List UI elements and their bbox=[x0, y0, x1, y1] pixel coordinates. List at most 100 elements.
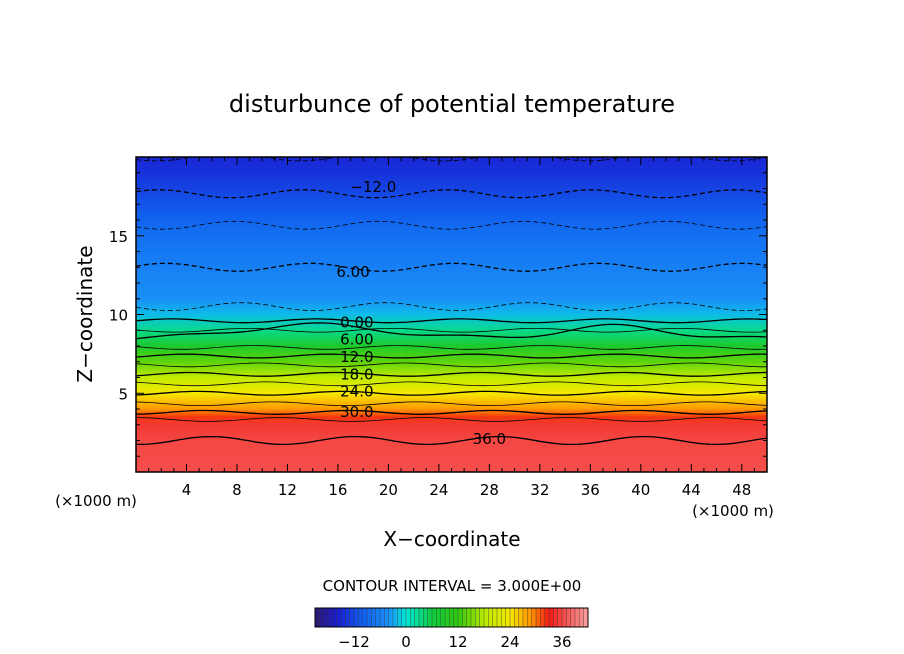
x-axis-ticks: 4 8 12 16 20 24 28 32 36 40 44 48 bbox=[148, 157, 755, 499]
colorbar-cell bbox=[319, 608, 325, 627]
contour-label: 36.0 bbox=[473, 430, 506, 448]
contour-line bbox=[136, 353, 767, 359]
contour-line bbox=[136, 417, 767, 422]
field-fill bbox=[136, 157, 767, 472]
contour-line bbox=[136, 328, 767, 333]
contour-label: 24.0 bbox=[340, 383, 373, 401]
y-axis-label: Z−coordinate bbox=[73, 245, 97, 382]
x-tick-label: 20 bbox=[379, 481, 398, 499]
contour-line bbox=[136, 302, 767, 312]
colorbar-cell bbox=[488, 608, 494, 627]
colorbar-cell bbox=[323, 608, 329, 627]
colorbar-cell bbox=[393, 608, 398, 627]
colorbar-cell bbox=[553, 608, 559, 627]
colorbar-cell bbox=[544, 608, 550, 627]
x-axis-label: X−coordinate bbox=[383, 527, 520, 551]
colorbar-cell bbox=[332, 608, 338, 627]
contour-line bbox=[136, 381, 767, 387]
colorbar-cell bbox=[458, 608, 463, 627]
contour-label: 30.0 bbox=[340, 403, 373, 421]
x-tick-label: 28 bbox=[480, 481, 499, 499]
colorbar-cell bbox=[427, 608, 433, 627]
colorbar-cell bbox=[497, 608, 502, 627]
x-tick-label: 36 bbox=[581, 481, 600, 499]
contour-lines bbox=[136, 157, 767, 446]
colorbar-cell bbox=[397, 608, 403, 627]
contour-line bbox=[136, 435, 767, 446]
x-unit-left: (×1000 m) bbox=[55, 492, 137, 510]
colorbar-cell bbox=[406, 608, 411, 627]
colorbar-cell bbox=[505, 608, 511, 627]
colorbar-cell bbox=[484, 608, 489, 627]
colorbar-cell bbox=[401, 608, 407, 627]
x-tick-label: 48 bbox=[732, 481, 751, 499]
colorbar-cell bbox=[436, 608, 442, 627]
colorbar-cell bbox=[354, 608, 359, 627]
colorbar-cell bbox=[336, 608, 342, 627]
colorbar-cell bbox=[510, 608, 515, 627]
colorbar-cell bbox=[462, 608, 468, 627]
colorbar-cell bbox=[315, 608, 320, 627]
colorbar-cell bbox=[557, 608, 563, 627]
y-tick-label: 5 bbox=[118, 385, 128, 403]
colorbar-cell bbox=[384, 608, 390, 627]
x-tick-label: 8 bbox=[232, 481, 242, 499]
colorbar-cell bbox=[453, 608, 459, 627]
colorbar-cell bbox=[432, 608, 437, 627]
colorbar-cell bbox=[345, 608, 351, 627]
colorbar-cell bbox=[367, 608, 372, 627]
contour-label: 6.00 bbox=[336, 263, 369, 281]
colorbar-cell bbox=[536, 608, 541, 627]
colorbar-tick-label: −12 bbox=[338, 633, 370, 651]
colorbar-cell bbox=[341, 608, 346, 627]
colorbar-cell bbox=[540, 608, 546, 627]
y-axis-ticks: 5 10 15 bbox=[109, 172, 767, 457]
colorbar-cell bbox=[362, 608, 368, 627]
contour-line bbox=[136, 262, 767, 272]
x-unit-right: (×1000 m) bbox=[692, 502, 774, 520]
colorbar-cell bbox=[445, 608, 450, 627]
x-tick-label: 40 bbox=[631, 481, 650, 499]
colorbar-cell bbox=[423, 608, 429, 627]
colorbar-cell bbox=[531, 608, 537, 627]
colorbar-cell bbox=[570, 608, 576, 627]
contour-interval-text: CONTOUR INTERVAL = 3.000E+00 bbox=[323, 577, 582, 595]
contour-label: −12.0 bbox=[350, 178, 396, 196]
colorbar-cell bbox=[449, 608, 455, 627]
contour-line bbox=[136, 189, 767, 199]
colorbar-cell bbox=[419, 608, 424, 627]
contour-line bbox=[136, 322, 767, 340]
colorbar-cell bbox=[527, 608, 533, 627]
contour-line bbox=[136, 409, 767, 415]
contour-line bbox=[136, 362, 767, 368]
colorbar-cell bbox=[575, 608, 580, 627]
contour-label: 0.00 bbox=[340, 313, 373, 331]
colorbar bbox=[314, 608, 589, 627]
x-tick-label: 12 bbox=[278, 481, 297, 499]
x-tick-label: 24 bbox=[429, 481, 448, 499]
colorbar-cell bbox=[492, 608, 498, 627]
contour-label: 6.00 bbox=[340, 331, 373, 349]
colorbar-cell bbox=[523, 608, 528, 627]
colorbar-cell bbox=[388, 608, 394, 627]
colorbar-cell bbox=[566, 608, 572, 627]
colorbar-cell bbox=[328, 608, 333, 627]
contour-line bbox=[136, 220, 767, 230]
colorbar-cell bbox=[579, 608, 585, 627]
chart-title: disturbunce of potential temperature bbox=[229, 90, 675, 118]
colorbar-cell bbox=[414, 608, 420, 627]
contour-label: 18.0 bbox=[340, 365, 373, 383]
colorbar-cell bbox=[471, 608, 476, 627]
x-tick-label: 4 bbox=[182, 481, 192, 499]
x-tick-label: 16 bbox=[328, 481, 347, 499]
colorbar-ticks: −12 0 12 24 36 bbox=[338, 633, 571, 651]
colorbar-cell bbox=[358, 608, 364, 627]
contour-line bbox=[136, 345, 767, 350]
x-tick-label: 32 bbox=[530, 481, 549, 499]
contour-line bbox=[136, 371, 767, 377]
y-tick-label: 10 bbox=[109, 307, 128, 325]
colorbar-cell bbox=[375, 608, 381, 627]
x-tick-label: 44 bbox=[682, 481, 701, 499]
colorbar-cell bbox=[501, 608, 507, 627]
